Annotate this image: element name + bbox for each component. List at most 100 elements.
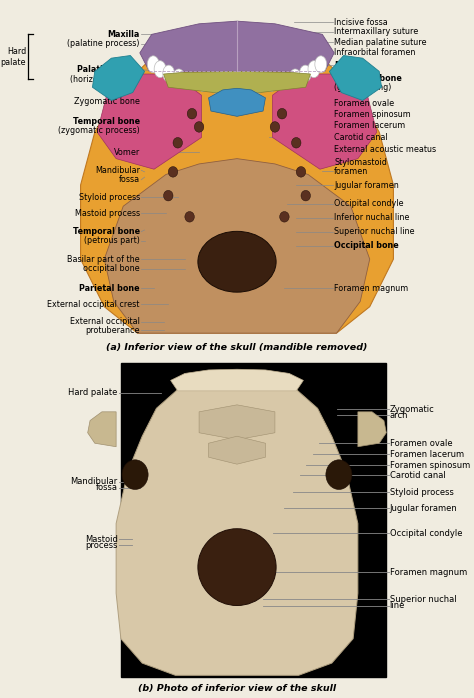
Text: (horizontal plate): (horizontal plate) — [71, 75, 140, 84]
Polygon shape — [88, 412, 116, 447]
Text: Styloid process: Styloid process — [79, 193, 140, 202]
Text: External occipital crest: External occipital crest — [47, 299, 140, 309]
Text: Incisive fossa: Incisive fossa — [334, 17, 388, 27]
Polygon shape — [209, 436, 265, 464]
Bar — [121, 363, 386, 677]
Text: process: process — [85, 541, 118, 550]
Text: Maxilla: Maxilla — [334, 61, 366, 70]
Text: Zygomatic: Zygomatic — [390, 405, 434, 413]
Ellipse shape — [173, 69, 185, 86]
Text: Occipital condyle: Occipital condyle — [334, 199, 404, 208]
Text: (a) Inferior view of the skull (mandible removed): (a) Inferior view of the skull (mandible… — [106, 343, 368, 352]
Circle shape — [296, 167, 306, 177]
Ellipse shape — [147, 56, 159, 73]
Text: protuberance: protuberance — [85, 326, 140, 335]
Polygon shape — [140, 21, 334, 71]
Circle shape — [168, 167, 178, 177]
Text: Foramen spinosum: Foramen spinosum — [334, 110, 411, 119]
Ellipse shape — [315, 56, 327, 73]
Ellipse shape — [184, 72, 196, 89]
Ellipse shape — [308, 61, 320, 77]
Text: Superior nuchal: Superior nuchal — [390, 595, 456, 604]
Text: Mastoid process: Mastoid process — [75, 209, 140, 218]
Text: Foramen lacerum: Foramen lacerum — [334, 121, 405, 131]
Text: Sphenoid bone: Sphenoid bone — [334, 74, 402, 83]
Text: Palatine bone: Palatine bone — [77, 66, 140, 74]
Text: Mandibular: Mandibular — [95, 165, 140, 174]
Text: Mastoid: Mastoid — [85, 535, 118, 544]
Ellipse shape — [278, 72, 290, 89]
Text: Carotid canal: Carotid canal — [390, 471, 446, 480]
Polygon shape — [199, 405, 275, 440]
Ellipse shape — [265, 75, 277, 91]
Circle shape — [292, 138, 301, 148]
Text: Foramen ovale: Foramen ovale — [390, 439, 452, 447]
Ellipse shape — [252, 76, 264, 93]
Ellipse shape — [300, 65, 311, 82]
Circle shape — [164, 191, 173, 201]
Ellipse shape — [210, 76, 222, 93]
Polygon shape — [104, 158, 370, 333]
Ellipse shape — [122, 460, 148, 489]
Polygon shape — [171, 369, 303, 391]
Text: Parietal bone: Parietal bone — [79, 283, 140, 292]
Text: Foramen lacerum: Foramen lacerum — [390, 450, 464, 459]
Polygon shape — [273, 74, 377, 169]
Text: fossa: fossa — [96, 484, 118, 492]
Circle shape — [270, 121, 280, 132]
Text: Zygomatic bone: Zygomatic bone — [74, 97, 140, 106]
Circle shape — [173, 138, 182, 148]
Ellipse shape — [289, 69, 301, 86]
Text: Occipital condyle: Occipital condyle — [390, 529, 462, 537]
Ellipse shape — [154, 61, 166, 77]
Polygon shape — [358, 412, 386, 447]
Polygon shape — [164, 71, 310, 95]
Text: (palatine process): (palatine process) — [67, 39, 140, 48]
Text: Vomer: Vomer — [114, 148, 140, 157]
Text: Infraorbital foramen: Infraorbital foramen — [334, 48, 416, 57]
Polygon shape — [81, 34, 393, 333]
Text: Styloid process: Styloid process — [390, 488, 454, 496]
Ellipse shape — [198, 231, 276, 292]
Polygon shape — [92, 56, 145, 101]
Text: Carotid canal: Carotid canal — [334, 133, 388, 142]
Ellipse shape — [197, 75, 209, 91]
Text: (greater wing): (greater wing) — [334, 83, 392, 91]
Text: Intermaxillary suture: Intermaxillary suture — [334, 27, 419, 36]
Text: External occipital: External occipital — [70, 317, 140, 326]
Text: (petrous part): (petrous part) — [84, 236, 140, 245]
Polygon shape — [209, 89, 265, 117]
Text: Hard
palate: Hard palate — [0, 47, 26, 66]
Text: Jugular foramen: Jugular foramen — [334, 181, 399, 190]
Text: Mandibular: Mandibular — [70, 477, 118, 486]
Ellipse shape — [238, 77, 250, 94]
Text: Inferior nuchal line: Inferior nuchal line — [334, 214, 410, 223]
Ellipse shape — [198, 529, 276, 605]
Text: arch: arch — [390, 411, 408, 419]
Text: External acoustic meatus: External acoustic meatus — [334, 144, 436, 154]
Text: Temporal bone: Temporal bone — [73, 117, 140, 126]
Circle shape — [280, 211, 289, 222]
Text: Hard palate: Hard palate — [68, 388, 118, 397]
Text: (b) Photo of inferior view of the skull: (b) Photo of inferior view of the skull — [138, 684, 336, 692]
Polygon shape — [329, 56, 382, 101]
Text: Foramen magnum: Foramen magnum — [334, 283, 409, 292]
Text: fossa: fossa — [118, 175, 140, 184]
Text: Jugular foramen: Jugular foramen — [390, 504, 457, 513]
Text: Foramen magnum: Foramen magnum — [390, 568, 467, 577]
Text: occipital bone: occipital bone — [83, 264, 140, 273]
Text: Basilar part of the: Basilar part of the — [67, 255, 140, 264]
Circle shape — [301, 191, 310, 201]
Circle shape — [277, 108, 287, 119]
Ellipse shape — [224, 77, 236, 94]
Circle shape — [194, 121, 204, 132]
Text: Temporal bone: Temporal bone — [73, 227, 140, 236]
Polygon shape — [97, 74, 201, 169]
Circle shape — [187, 108, 197, 119]
Circle shape — [185, 211, 194, 222]
Text: Stylomastoid: Stylomastoid — [334, 158, 387, 167]
Ellipse shape — [163, 65, 174, 82]
Ellipse shape — [326, 460, 352, 489]
Text: Foramen spinosum: Foramen spinosum — [390, 461, 470, 470]
Polygon shape — [116, 371, 358, 676]
